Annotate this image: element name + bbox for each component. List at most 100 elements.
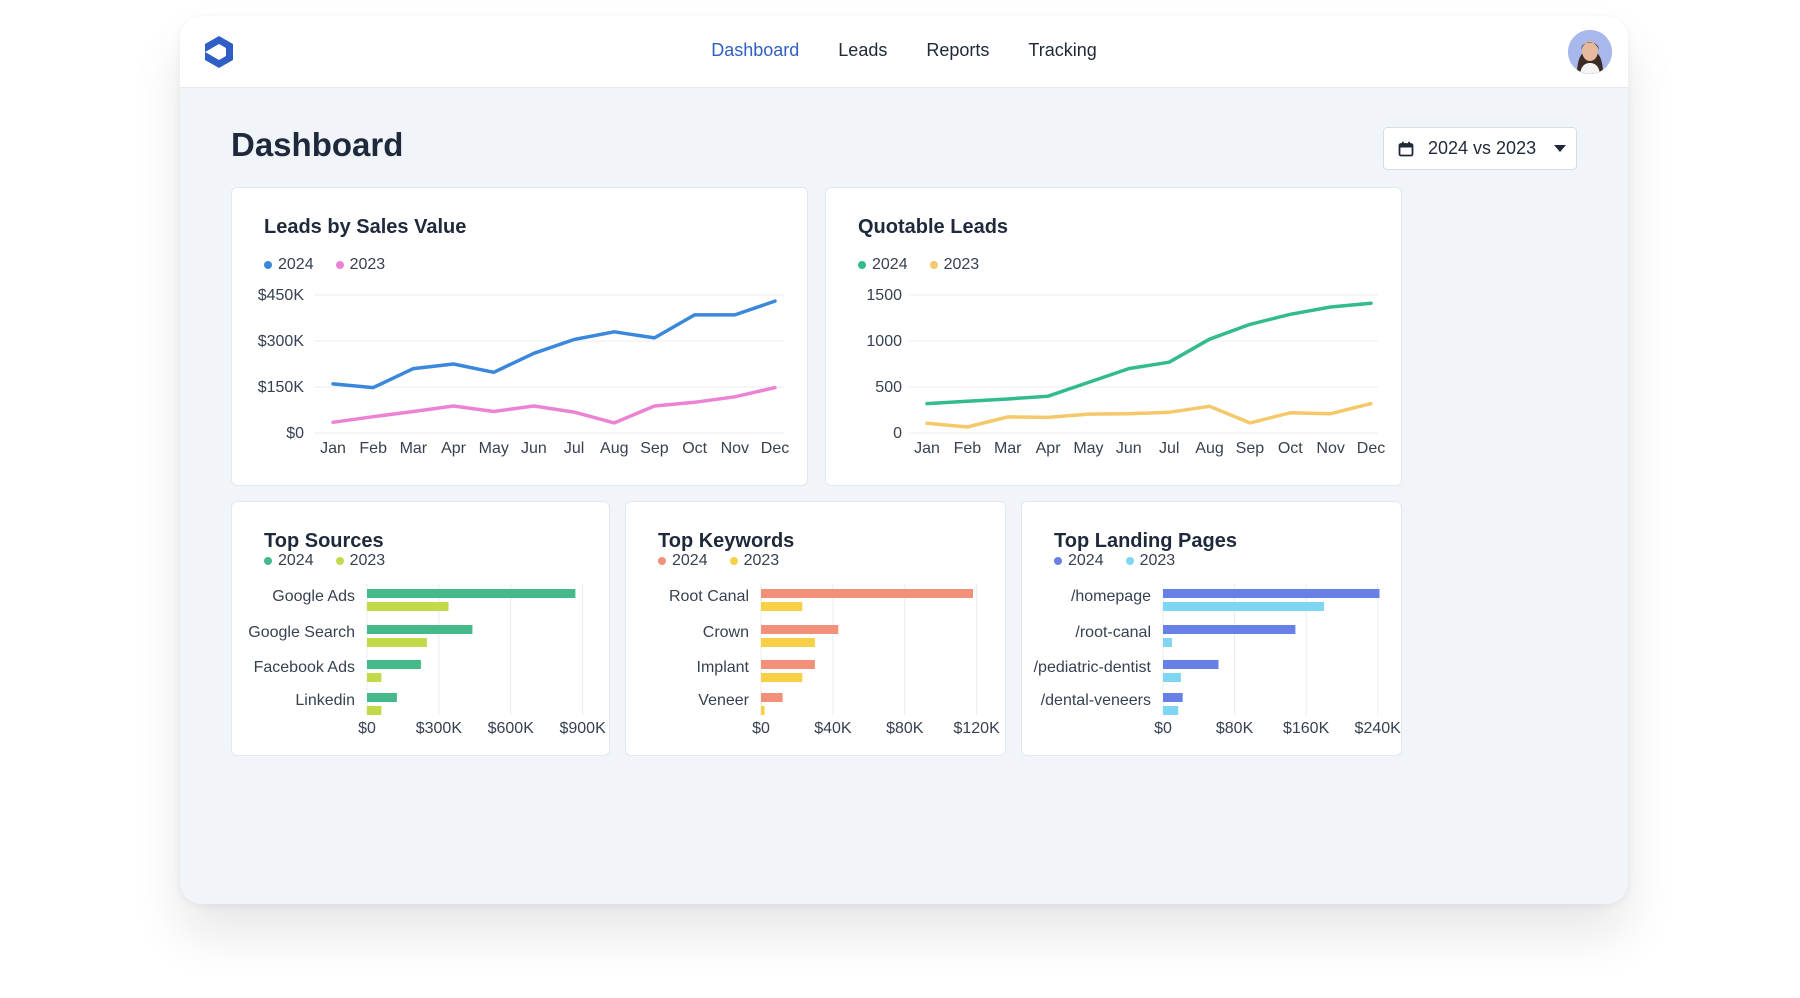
chart-legend: 2024 2023	[658, 552, 801, 570]
bar-2024	[1163, 660, 1219, 669]
category-label: /homepage	[1071, 588, 1151, 605]
legend-label: 2023	[1139, 552, 1176, 569]
x-tick-label: $40K	[814, 720, 852, 737]
x-tick-label: $0	[752, 720, 770, 737]
nav-leads[interactable]: Leads	[838, 40, 888, 60]
legend-dot	[264, 557, 272, 565]
category-label: Linkedin	[295, 692, 355, 709]
bar-2024	[1163, 589, 1380, 598]
legend-item-2024: 2024	[264, 256, 314, 274]
x-tick-label: Jul	[564, 440, 584, 457]
y-tick-label: $150K	[258, 379, 305, 396]
legend-dot	[335, 261, 344, 269]
category-label: Google Search	[248, 624, 355, 641]
bar-2023	[367, 638, 427, 647]
x-tick-label: Dec	[761, 440, 789, 457]
legend-item-2023: 2023	[729, 552, 780, 570]
legend-label: 2023	[943, 256, 980, 273]
legend-label: 2023	[349, 256, 386, 273]
y-tick-label: 500	[875, 379, 902, 396]
page-title: Dashboard	[231, 126, 404, 163]
y-tick-label: 1500	[866, 287, 902, 304]
x-tick-label: Mar	[994, 440, 1022, 457]
nav-tracking[interactable]: Tracking	[1028, 40, 1097, 60]
chart-legend: 2024 2023	[1054, 552, 1197, 570]
x-tick-label: Jul	[1159, 440, 1179, 457]
legend-dot	[335, 557, 344, 565]
x-tick-label: Jan	[914, 440, 940, 457]
chart-title: Quotable Leads	[858, 216, 1009, 238]
nav-reports[interactable]: Reports	[926, 40, 990, 60]
user-avatar-image	[1568, 30, 1612, 74]
x-tick-label: Jan	[320, 440, 346, 457]
category-label: Crown	[703, 624, 749, 641]
bar-2023	[367, 706, 382, 715]
bar-2024	[761, 693, 783, 702]
bar-2024	[367, 625, 473, 634]
x-tick-label: $80K	[886, 720, 924, 737]
bar-2023	[1163, 673, 1181, 682]
category-label: Veneer	[698, 692, 749, 709]
legend-dot	[858, 261, 866, 269]
bar-2024	[1163, 625, 1296, 634]
legend-label: 2023	[743, 552, 780, 569]
category-label: Google Ads	[272, 588, 355, 605]
date-range-dropdown[interactable]: 2024 vs 2023	[1383, 127, 1577, 170]
legend-item-2024: 2024	[658, 552, 708, 570]
x-tick-label: Jun	[521, 440, 547, 457]
category-label: Facebook Ads	[254, 659, 355, 676]
x-tick-label: $160K	[1283, 720, 1330, 737]
series-line-2023	[925, 401, 1373, 429]
quotable-leads-card: Quotable Leads 2024 2023 0 500 1000 1500 Jan…	[825, 187, 1402, 486]
legend-label: 2024	[872, 256, 908, 273]
bar-2024	[367, 693, 397, 702]
legend-dot	[1125, 557, 1134, 565]
legend-label: 2024	[672, 552, 708, 569]
legend-label: 2024	[1068, 552, 1104, 569]
nav-dashboard[interactable]: Dashboard	[711, 40, 800, 60]
chart-legend: 2024 2023	[264, 256, 407, 274]
bar-2024	[761, 660, 815, 669]
chart-title: Leads by Sales Value	[264, 216, 467, 238]
x-tick-label: $300K	[416, 720, 463, 737]
legend-item-2023: 2023	[1125, 552, 1176, 570]
category-label: /dental-veneers	[1041, 692, 1151, 709]
x-tick-label: $240K	[1355, 720, 1402, 737]
category-label: /root-canal	[1075, 624, 1151, 641]
x-tick-label: $600K	[488, 720, 535, 737]
legend-item-2023: 2023	[335, 552, 385, 570]
x-tick-label: $80K	[1216, 720, 1254, 737]
chart-legend: 2024 2023	[858, 256, 1001, 274]
y-tick-label: $450K	[258, 287, 305, 304]
x-tick-label: Jun	[1116, 440, 1142, 457]
legend-dot	[729, 557, 738, 565]
top-sources-bar-chart: $0 $300K $600K $900K Google Ads Google Search…	[248, 584, 606, 737]
category-label: /pediatric-dentist	[1034, 659, 1152, 676]
x-tick-label: Nov	[1316, 440, 1344, 457]
sales-value-line-chart: $0 $150K $300K $450K Jan Feb Mar Apr May Jun Jul Au…	[258, 287, 789, 457]
y-tick-label: $300K	[258, 333, 305, 350]
bar-2024	[1163, 693, 1183, 702]
x-tick-label: Apr	[1036, 440, 1062, 457]
bar-2024	[761, 625, 839, 634]
x-tick-label: $0	[358, 720, 376, 737]
app-window: Dashboard Leads Reports Tracking Dashboa…	[180, 16, 1628, 904]
legend-dot	[658, 557, 666, 565]
y-tick-label: $0	[286, 425, 304, 442]
legend-label: 2024	[278, 552, 314, 569]
top-keywords-bar-chart: $0 $40K $80K $120K Root Canal Crown Implant Ven…	[669, 584, 1000, 737]
top-landing-pages-card: Top Landing Pages 2024 2023 $0 $80K $160K $…	[1021, 501, 1402, 756]
category-label: Root Canal	[669, 588, 749, 605]
x-tick-label: Feb	[954, 440, 982, 457]
user-avatar[interactable]	[1568, 30, 1612, 74]
hexagon-logo-icon[interactable]	[202, 34, 236, 70]
x-tick-label: $900K	[559, 720, 606, 737]
legend-label: 2024	[278, 256, 314, 273]
chart-title: Top Landing Pages	[1054, 530, 1237, 552]
calendar-icon	[1398, 141, 1414, 156]
bar-2023	[367, 602, 449, 611]
main-nav: Dashboard Leads Reports Tracking	[180, 40, 1628, 61]
y-tick-label: 0	[893, 425, 902, 442]
top-keywords-card: Top Keywords 2024 2023 $0 $40K $80K $120K Ro…	[625, 501, 1006, 756]
bar-2024	[367, 660, 421, 669]
